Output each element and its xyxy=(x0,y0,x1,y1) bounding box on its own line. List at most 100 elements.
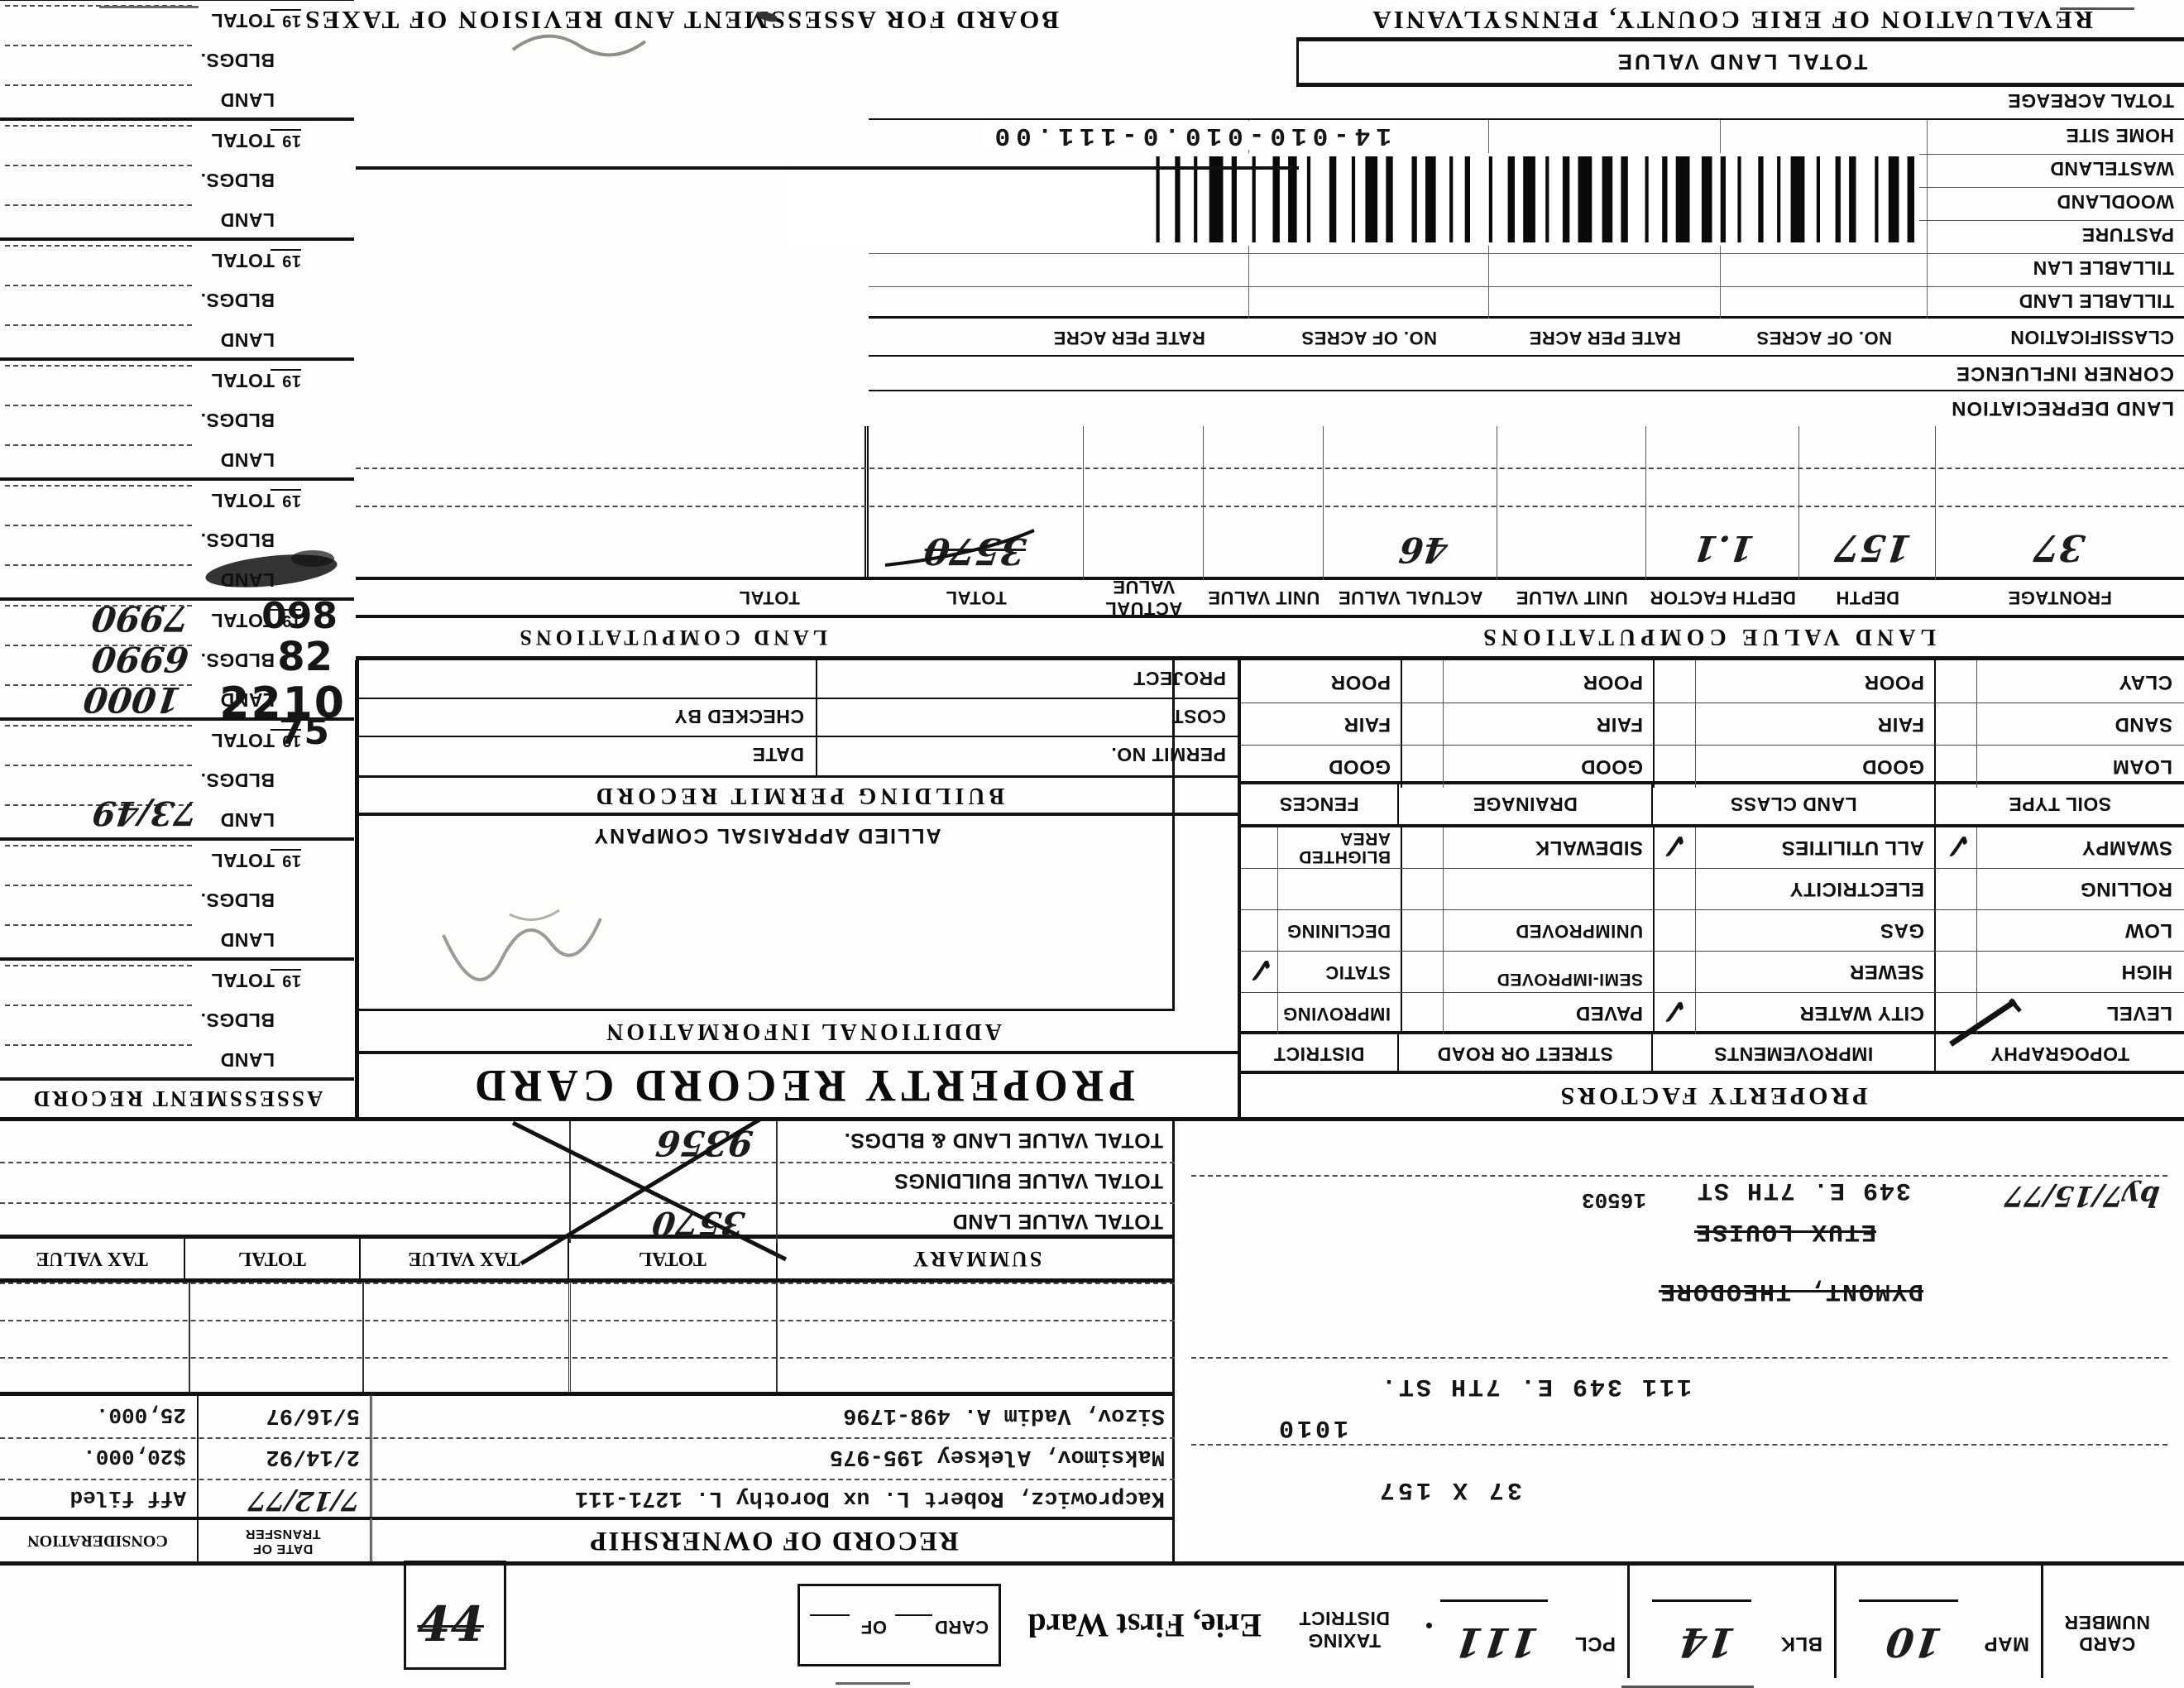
classification-header-row: CLASSIFICATION NO. OF ACRES RATE PER ACR… xyxy=(869,316,2184,357)
check-icon: ✓ xyxy=(1944,825,1972,865)
top-band-divider xyxy=(0,1561,2184,1566)
scan-noise-mark xyxy=(99,6,199,8)
card-of-blank1 xyxy=(895,1614,932,1616)
location-ruled-line-3 xyxy=(1191,1175,2167,1177)
factor-all-utilities: ALL UTILITIES xyxy=(1781,837,1924,859)
taxing-district-label: TAXING DISTRICT xyxy=(1278,1607,1410,1652)
classification-header: CLASSIFICATION xyxy=(2009,327,2174,348)
pencil-scribble xyxy=(511,34,647,57)
permit-no-label: PERMIT NO. xyxy=(1110,744,1226,765)
ownership-table: RECORD OF OWNERSHIP DATE OF TRANSFER CON… xyxy=(0,1392,1175,1561)
row-rule xyxy=(869,286,2184,287)
divider xyxy=(356,656,2184,660)
assessment-row: TOTAL 19 xyxy=(0,842,354,881)
summary-table: SUMMARY TOTAL TAX VALUE TOTAL TAX VALUE … xyxy=(0,1116,1175,1392)
depth-factor-handwritten: 1.1 xyxy=(1690,528,1757,568)
no-of-acres-header-2: NO. OF ACRES xyxy=(1300,328,1438,348)
assessment-row: TOTAL 19 xyxy=(0,362,354,401)
assessment-record-column: ASSESSMENT RECORD LAND BLDGS. TOTAL 19 LAND B… xyxy=(0,0,354,1117)
divider xyxy=(1443,660,1444,788)
card-of-box: CARD OF xyxy=(797,1584,1001,1666)
project-label: PROJECT xyxy=(1133,668,1226,689)
assessment-value-cell xyxy=(5,324,192,326)
assessment-row: TOTAL 19 xyxy=(0,242,354,281)
divider xyxy=(1443,827,1444,1034)
taxing-district-label-line2: DISTRICT xyxy=(1298,1608,1391,1629)
row-rule xyxy=(359,698,1238,699)
ownership-row: Sizov, Vadim A. 498-1796 5/16/97 25,000. xyxy=(0,1396,1175,1437)
land-class-header: LAND CLASS xyxy=(1653,784,1936,824)
pencil-scribble xyxy=(442,909,602,981)
crossout-x-scribble xyxy=(511,1116,788,1266)
assessment-row: BLDGS. xyxy=(0,881,354,921)
assessment-value-cell xyxy=(5,564,192,566)
property-factors-header: PROPERTY FACTORS xyxy=(1241,1071,2184,1117)
corner-influence-label: CORNER INFLUENCE xyxy=(1955,362,2174,385)
mid-band-divider xyxy=(0,1117,2184,1121)
crossout-scribble xyxy=(884,529,1035,567)
divider xyxy=(1927,120,1928,319)
land-class-fair: FAIR xyxy=(1877,713,1924,736)
assessment-row-label: TOTAL xyxy=(210,490,275,511)
assessment-row-label: BLDGS. xyxy=(200,770,275,791)
factor-swampy: SWAMPY xyxy=(2081,837,2172,859)
row-rule xyxy=(0,1479,1175,1480)
transfer-date-3: 5/16/97 xyxy=(266,1403,360,1427)
actual-value-header-1: ACTUAL VALUE xyxy=(1338,587,1483,608)
divider xyxy=(356,166,1299,170)
assessment-row: BLDGS. xyxy=(0,41,354,81)
assessment-value-cell xyxy=(5,365,192,367)
land-value-computations-header: LAND VALUE COMPUTATIONS xyxy=(1478,624,1936,650)
map-box: MAP 10 xyxy=(1834,1566,2041,1678)
total-header-2: TOTAL xyxy=(739,587,800,608)
divider xyxy=(1653,660,1655,788)
land-depreciation-row: LAND DEPRECIATION xyxy=(869,390,2184,426)
tillable-land-label: TILLABLE LAND xyxy=(2019,290,2174,312)
factor-city-water: CITY WATER xyxy=(1799,1002,1924,1024)
stamp-098: 098 xyxy=(261,595,338,637)
location-ruled-line-1 xyxy=(1191,1444,2167,1446)
check-icon xyxy=(1949,998,2022,1047)
rate-per-acre-header-1: RATE PER ACRE xyxy=(1529,328,1681,348)
factor-semi-improved: SEMI-IMPROVED xyxy=(1497,970,1643,989)
assessed-total-handwritten: 7990 xyxy=(89,598,192,639)
assessment-value-cell xyxy=(5,525,192,526)
mailing-address: 349 E. 7TH ST xyxy=(1695,1176,1911,1204)
pcl-box: PCL 111 xyxy=(1426,1566,1627,1678)
lvc-rows: 37 157 1.1 46 3570 xyxy=(356,426,2184,580)
crossed-owner-name: DYMONT, THEODORE xyxy=(1658,1277,1923,1305)
assessment-row: LAND xyxy=(0,81,354,121)
checked-by-label: CHECKED BY xyxy=(673,706,804,727)
ink-dot xyxy=(1426,1623,1432,1628)
map-label: MAP xyxy=(1984,1633,2029,1655)
scan-noise-mark xyxy=(2060,7,2134,10)
year-note-handwritten: 73/49 xyxy=(90,794,199,832)
assessment-row-label: LAND xyxy=(220,1049,275,1071)
land-class-poor: POOR xyxy=(1864,671,1924,693)
assessment-value-cell xyxy=(5,84,192,86)
rate-per-acre-header-2: RATE PER ACRE xyxy=(1053,328,1205,348)
property-factors-table: PROPERTY FACTORS TOPOGRAPHY IMPROVEMENTS… xyxy=(1238,660,2184,1117)
soil-column-headers: SOIL TYPE LAND CLASS DRAINAGE FENCES xyxy=(1241,781,2184,827)
assessment-row: LAND xyxy=(0,201,354,241)
fences-fair: FAIR xyxy=(1343,713,1391,736)
assessment-row-label: TOTAL xyxy=(210,130,275,151)
scan-noise-mark xyxy=(836,1682,910,1685)
transfer-date-1-handwritten: 7/12/77 xyxy=(246,1485,362,1517)
ownership-row: Kacprowicz, Robert L. ux Dorothy L. 1271… xyxy=(0,1479,1175,1520)
fences-header: FENCES xyxy=(1241,784,1399,824)
summary-blank-divider xyxy=(568,1283,571,1392)
permit-date-label: DATE xyxy=(752,744,804,765)
street-or-road-header: STREET OR ROAD xyxy=(1399,1034,1653,1074)
depth-handwritten: 157 xyxy=(1832,526,1914,568)
factor-declining: DECLINING xyxy=(1286,921,1391,942)
divider xyxy=(356,615,2184,618)
ownership-row: Maksimov, Aleksey 195-975 2/14/92 $20,00… xyxy=(0,1437,1175,1479)
page-title: PROPERTY RECORD CARD xyxy=(470,1061,1135,1110)
row-rule xyxy=(869,118,2184,120)
factor-blighted-area: BLIGHTED AREA xyxy=(1298,829,1391,866)
ownership-col-divider-2 xyxy=(197,1396,199,1520)
factor-rolling: ROLLING xyxy=(2080,878,2173,900)
